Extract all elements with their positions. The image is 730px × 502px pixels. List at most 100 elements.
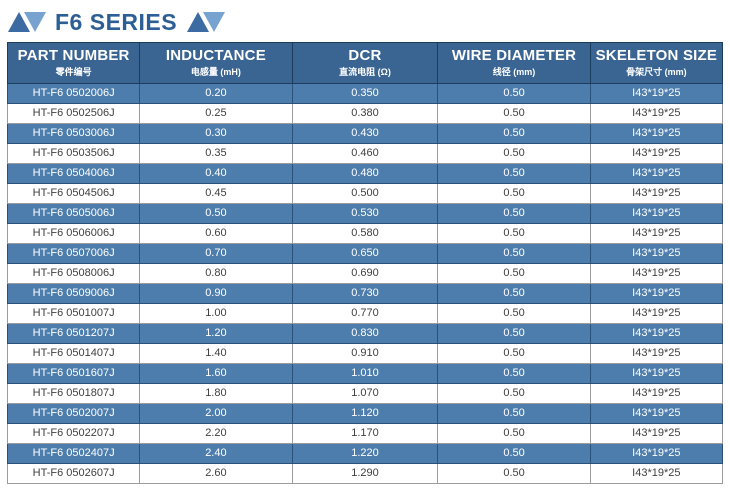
table-cell: 0.50 <box>437 82 591 104</box>
table-header-row: PART NUMBER 零件编号 INDUCTANCE 电感量 (mH) DCR… <box>6 42 724 84</box>
col-header-label-en: SKELETON SIZE <box>595 47 718 64</box>
col-header-label-en: WIRE DIAMETER <box>451 47 577 64</box>
table-cell: 0.480 <box>291 162 439 184</box>
table-cell: 0.50 <box>437 102 591 124</box>
table-cell: I43*19*25 <box>589 122 724 144</box>
table-row: HT-F6 0503506J 0.35 0.460 0.50 I43*19*25 <box>6 142 724 164</box>
table-cell: 0.50 <box>437 382 591 404</box>
table-cell: 0.50 <box>437 242 591 264</box>
table-row: HT-F6 0501007J 1.00 0.770 0.50 I43*19*25 <box>6 302 724 324</box>
table-cell: I43*19*25 <box>589 302 724 324</box>
table-cell: 0.770 <box>291 302 439 324</box>
table-cell: 0.50 <box>437 282 591 304</box>
series-header: F6 SERIES <box>0 0 730 42</box>
table-cell: HT-F6 0502007J <box>6 402 141 424</box>
table-cell: I43*19*25 <box>589 342 724 364</box>
table-cell: 1.290 <box>291 462 439 484</box>
table-cell: 2.60 <box>139 462 293 484</box>
table-row: HT-F6 0502407J 2.40 1.220 0.50 I43*19*25 <box>6 442 724 464</box>
table-cell: 0.70 <box>139 242 293 264</box>
table-cell: HT-F6 0503006J <box>6 122 141 144</box>
col-header-skeleton-size: SKELETON SIZE 骨架尺寸 (mm) <box>589 42 724 84</box>
table-cell: 0.50 <box>437 462 591 484</box>
table-cell: I43*19*25 <box>589 362 724 384</box>
table-cell: 0.45 <box>139 182 293 204</box>
table-row: HT-F6 0501607J 1.60 1.010 0.50 I43*19*25 <box>6 362 724 384</box>
table-cell: I43*19*25 <box>589 102 724 124</box>
table-cell: 0.35 <box>139 142 293 164</box>
table-cell: I43*19*25 <box>589 282 724 304</box>
brand-triangles-icon <box>8 12 46 32</box>
table-cell: 0.430 <box>291 122 439 144</box>
col-header-part-number: PART NUMBER 零件编号 <box>6 42 141 84</box>
table-cell: I43*19*25 <box>589 202 724 224</box>
table-cell: 1.070 <box>291 382 439 404</box>
table-cell: I43*19*25 <box>589 242 724 264</box>
table-cell: HT-F6 0502407J <box>6 442 141 464</box>
col-header-label-en: INDUCTANCE <box>165 47 266 64</box>
table-cell: 0.460 <box>291 142 439 164</box>
table-cell: HT-F6 0501807J <box>6 382 141 404</box>
table-cell: 0.50 <box>437 302 591 324</box>
col-header-dcr: DCR 直流电阻 (Ω) <box>291 42 439 84</box>
table-cell: 0.50 <box>437 402 591 424</box>
specs-table: PART NUMBER 零件编号 INDUCTANCE 电感量 (mH) DCR… <box>6 42 724 484</box>
table-cell: I43*19*25 <box>589 442 724 464</box>
table-body: HT-F6 0502006J 0.20 0.350 0.50 I43*19*25 HT-F… <box>6 82 724 484</box>
table-row: HT-F6 0504506J 0.45 0.500 0.50 I43*19*25 <box>6 182 724 204</box>
table-cell: 0.25 <box>139 102 293 124</box>
table-row: HT-F6 0504006J 0.40 0.480 0.50 I43*19*25 <box>6 162 724 184</box>
table-cell: HT-F6 0502006J <box>6 82 141 104</box>
table-row: HT-F6 0502607J 2.60 1.290 0.50 I43*19*25 <box>6 462 724 484</box>
table-row: HT-F6 0501407J 1.40 0.910 0.50 I43*19*25 <box>6 342 724 364</box>
table-cell: HT-F6 0501007J <box>6 302 141 324</box>
table-cell: I43*19*25 <box>589 402 724 424</box>
table-row: HT-F6 0501807J 1.80 1.070 0.50 I43*19*25 <box>6 382 724 404</box>
col-header-label-cn: 电感量 (mH) <box>190 66 241 77</box>
table-cell: 0.530 <box>291 202 439 224</box>
table-cell: 1.00 <box>139 302 293 324</box>
table-cell: HT-F6 0503506J <box>6 142 141 164</box>
table-cell: 1.010 <box>291 362 439 384</box>
table-row: HT-F6 0502006J 0.20 0.350 0.50 I43*19*25 <box>6 82 724 104</box>
table-cell: 0.20 <box>139 82 293 104</box>
col-header-label-cn: 线径 (mm) <box>492 66 536 77</box>
table-cell: 0.50 <box>139 202 293 224</box>
table-cell: HT-F6 0504506J <box>6 182 141 204</box>
col-header-label-en: DCR <box>348 47 382 64</box>
table-cell: I43*19*25 <box>589 182 724 204</box>
table-cell: 0.50 <box>437 262 591 284</box>
col-header-label-cn: 零件编号 <box>55 66 92 77</box>
table-cell: 0.30 <box>139 122 293 144</box>
table-cell: 0.690 <box>291 262 439 284</box>
table-cell: 0.60 <box>139 222 293 244</box>
triangle-down-icon <box>203 12 226 32</box>
table-row: HT-F6 0509006J 0.90 0.730 0.50 I43*19*25 <box>6 282 724 304</box>
table-cell: 0.50 <box>437 222 591 244</box>
table-cell: 1.40 <box>139 342 293 364</box>
table-cell: 0.650 <box>291 242 439 264</box>
table-cell: 2.00 <box>139 402 293 424</box>
table-cell: 0.50 <box>437 202 591 224</box>
table-cell: HT-F6 0507006J <box>6 242 141 264</box>
table-cell: I43*19*25 <box>589 162 724 184</box>
table-row: HT-F6 0501207J 1.20 0.830 0.50 I43*19*25 <box>6 322 724 344</box>
table-cell: 0.50 <box>437 182 591 204</box>
table-cell: I43*19*25 <box>589 422 724 444</box>
table-cell: 1.60 <box>139 362 293 384</box>
brand-triangles-icon <box>187 12 226 32</box>
table-row: HT-F6 0507006J 0.70 0.650 0.50 I43*19*25 <box>6 242 724 264</box>
table-cell: 0.50 <box>437 342 591 364</box>
table-cell: I43*19*25 <box>589 222 724 244</box>
table-cell: I43*19*25 <box>589 82 724 104</box>
table-row: HT-F6 0503006J 0.30 0.430 0.50 I43*19*25 <box>6 122 724 144</box>
table-cell: 0.380 <box>291 102 439 124</box>
col-header-label-cn: 直流电阻 (Ω) <box>339 66 391 77</box>
col-header-wire-diameter: WIRE DIAMETER 线径 (mm) <box>437 42 591 84</box>
table-cell: 0.90 <box>139 282 293 304</box>
col-header-label-en: PART NUMBER <box>17 47 130 64</box>
table-cell: HT-F6 0502207J <box>6 422 141 444</box>
table-cell: HT-F6 0501207J <box>6 322 141 344</box>
table-cell: HT-F6 0502506J <box>6 102 141 124</box>
